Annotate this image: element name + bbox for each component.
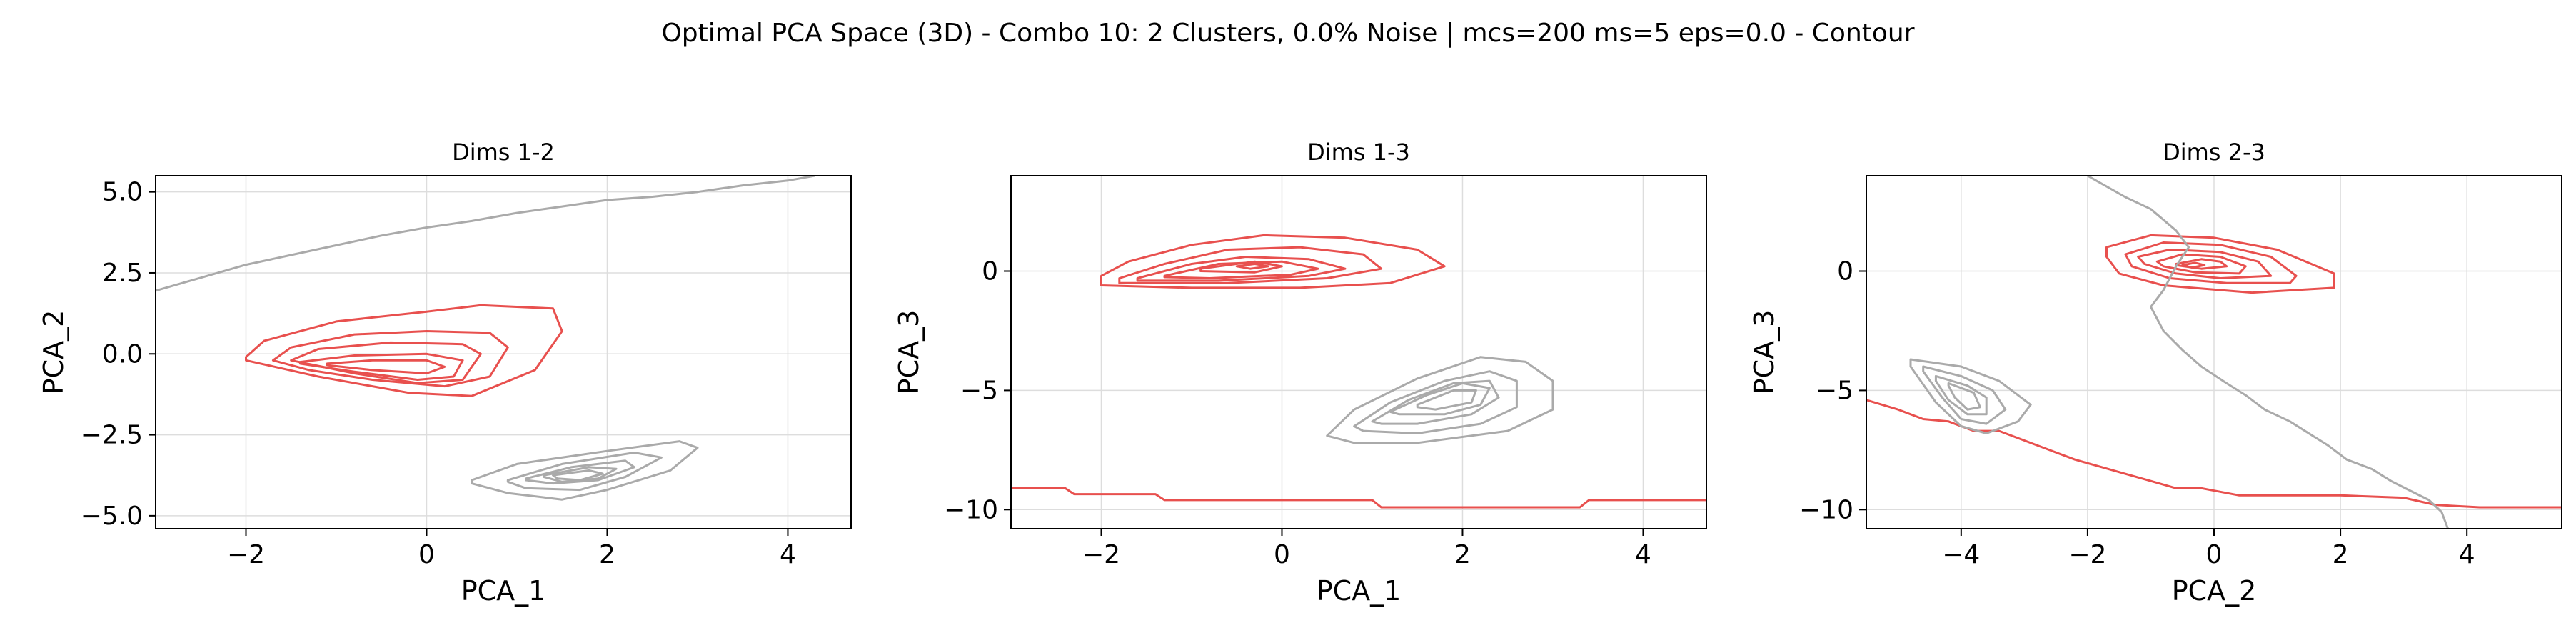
contour-line (245, 304, 563, 397)
contour-line (2124, 241, 2298, 284)
contour-line (1922, 365, 2007, 425)
y-tick-label: −5 (960, 376, 998, 405)
contour-line (2181, 261, 2206, 269)
contour-line (1100, 234, 1446, 289)
x-tick-label: −4 (1942, 540, 1980, 569)
contour-line (1909, 358, 2032, 434)
contour-line (1235, 263, 1269, 270)
contour-line (1416, 389, 1477, 411)
grid (156, 176, 851, 529)
axes-frame (1010, 175, 1707, 529)
y-tick-label: 2.5 (102, 259, 143, 288)
y-axis-label: PCA_3 (1749, 310, 1780, 395)
contour-line (1934, 374, 1988, 416)
subplot-title: Dims 1-2 (452, 139, 555, 166)
contour-line (1199, 260, 1283, 274)
y-tick-label: −10 (944, 495, 998, 524)
ticks: −2 0 2 4 −10 −5 0 (944, 257, 1651, 569)
y-tick-label: 0 (1837, 257, 1853, 286)
boundary-line (156, 176, 815, 292)
contour-line (1136, 256, 1347, 282)
x-axis-label: PCA_2 (2172, 575, 2257, 607)
contour-line (1371, 379, 1500, 425)
boundary-line (1011, 487, 1706, 509)
y-tick-label: −5 (1816, 376, 1853, 405)
contour-line (471, 440, 699, 501)
contour-line (2155, 253, 2247, 275)
x-tick-label: 0 (2206, 540, 2223, 569)
contour-layer (1011, 234, 1706, 509)
x-tick-label: 4 (780, 540, 796, 569)
contour-line (1118, 246, 1383, 284)
x-tick-label: −2 (2068, 540, 2106, 569)
x-tick-label: −2 (227, 540, 265, 569)
y-tick-label: −10 (1799, 495, 1853, 524)
grid (1866, 176, 2562, 529)
y-tick-label: −2.5 (81, 421, 143, 450)
y-axis-label: PCA_2 (38, 310, 69, 395)
ticks: −4 −2 0 2 4 −10 −5 0 (1799, 257, 2475, 569)
figure-suptitle: Optimal PCA Space (3D) - Combo 10: 2 Clu… (661, 19, 1914, 48)
contour-line (2105, 234, 2335, 294)
x-tick-label: 2 (599, 540, 615, 569)
contour-line (290, 341, 482, 384)
y-tick-label: 5.0 (102, 178, 143, 207)
ticks: −2 0 2 4 −5.0 −2.5 0.0 2.5 5.0 (81, 178, 796, 569)
x-axis-label: PCA_1 (461, 575, 546, 607)
contour-line (326, 359, 446, 374)
y-tick-label: −5.0 (81, 502, 143, 531)
axes-frame (155, 175, 852, 529)
x-tick-label: 2 (2333, 540, 2349, 569)
contour-line (552, 469, 604, 482)
contour-line (271, 330, 509, 388)
contour-line (1947, 382, 1981, 411)
subplot-dims-1-2: Dims 1-2 −2 0 2 4 −5.0 −2.5 0.0 2.5 5.0 PCA_1 PC… (38, 139, 852, 607)
contour-line (298, 352, 464, 381)
subplot-dims-2-3: Dims 2-3 −4 −2 0 2 4 −10 −5 0 PCA_2 PCA_3 (1749, 139, 2562, 607)
contour-line (506, 452, 663, 492)
contour-line (525, 459, 635, 485)
x-tick-label: 0 (1274, 540, 1290, 569)
boundary-line (2087, 176, 2450, 529)
grid (1011, 176, 1706, 529)
contour-line (543, 466, 618, 483)
boundary-line (1866, 399, 2562, 509)
y-tick-label: 0 (982, 257, 998, 286)
x-tick-label: 4 (1635, 540, 1651, 569)
y-axis-label: PCA_3 (893, 310, 925, 395)
subplot-title: Dims 1-3 (1307, 139, 1410, 166)
x-tick-label: −2 (1082, 540, 1120, 569)
x-axis-label: PCA_1 (1317, 575, 1402, 607)
x-tick-label: 4 (2459, 540, 2475, 569)
subplot-dims-1-3: Dims 1-3 −2 0 2 4 −10 −5 0 PCA_1 PCA_3 (893, 139, 1707, 607)
contour-line (1326, 356, 1554, 444)
y-tick-label: 0.0 (102, 339, 143, 369)
contour-line (1389, 382, 1491, 416)
contour-layer (1866, 176, 2562, 529)
contour-layer (156, 176, 815, 501)
contour-line (1353, 370, 1518, 434)
contour-line (1163, 260, 1319, 279)
subplot-title: Dims 2-3 (2163, 139, 2265, 166)
x-tick-label: 2 (1454, 540, 1471, 569)
x-tick-label: 0 (418, 540, 435, 569)
